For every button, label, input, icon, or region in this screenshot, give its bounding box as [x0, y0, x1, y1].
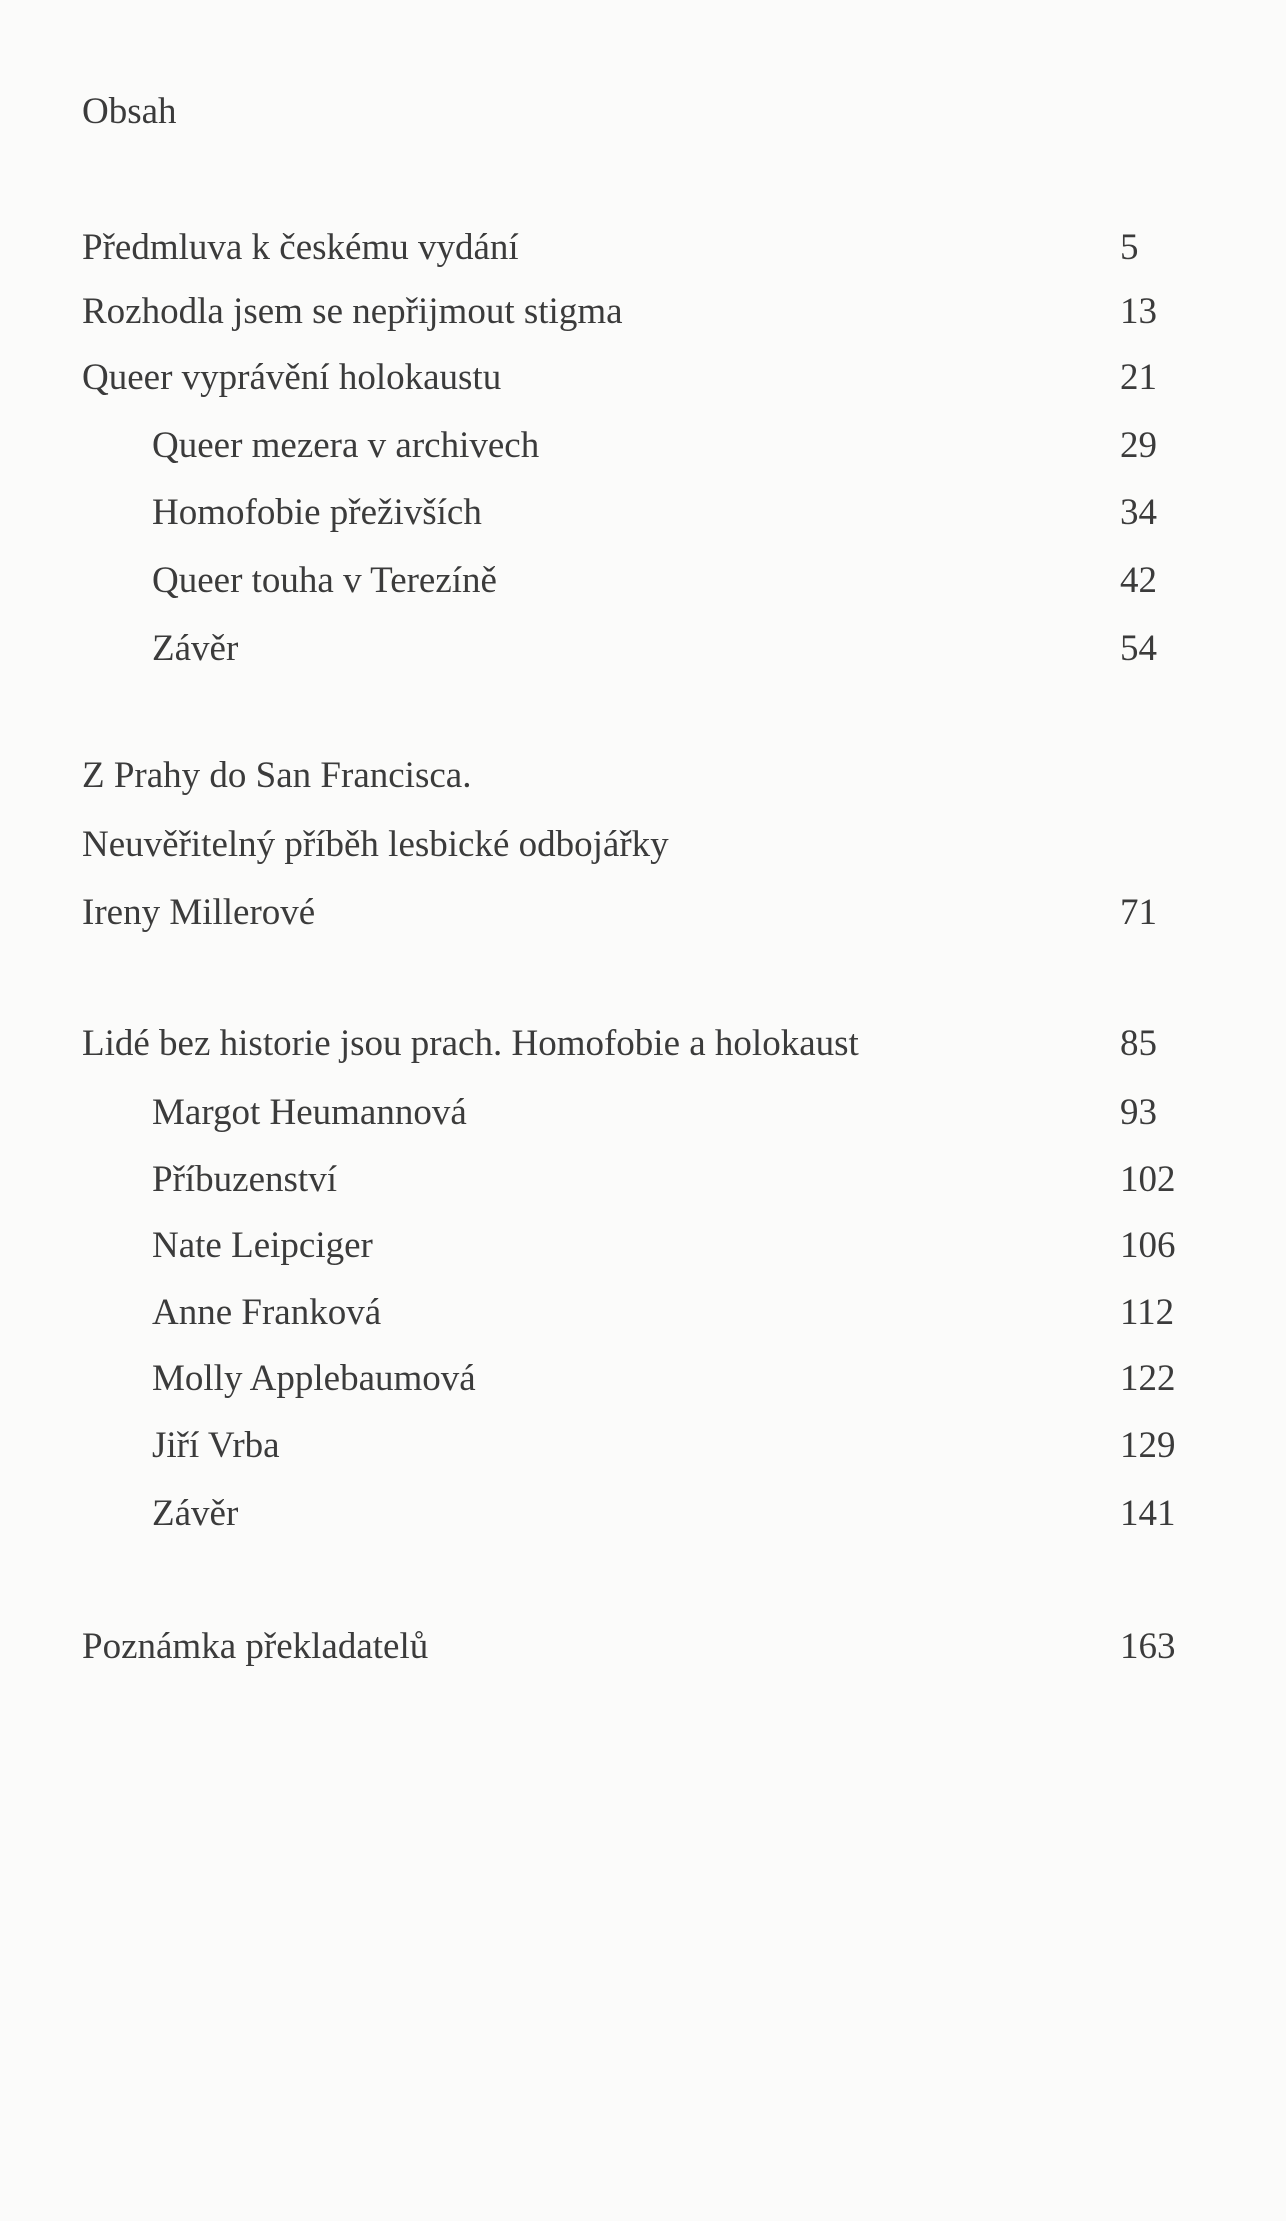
toc-entry: Queer mezera v archivech 29	[0, 422, 1286, 470]
toc-entry-title: Příbuzenství	[152, 1159, 337, 1200]
toc-entry: Anne Franková 112	[0, 1289, 1286, 1337]
toc-entry-page: 21	[1120, 357, 1157, 398]
toc-entry-title: Lidé bez historie jsou prach. Homofobie …	[82, 1023, 859, 1064]
toc-entry: Lidé bez historie jsou prach. Homofobie …	[0, 1020, 1286, 1068]
toc-entry-page: 102	[1120, 1159, 1176, 1200]
toc-entry-title: Závěr	[152, 628, 239, 669]
toc-entry-page: 93	[1120, 1092, 1157, 1133]
toc-entry-page: 122	[1120, 1358, 1176, 1399]
toc-entry-page: 34	[1120, 492, 1157, 533]
toc-entry-title: Z Prahy do San Francisca.	[82, 755, 472, 796]
toc-entry: Nate Leipciger 106	[0, 1222, 1286, 1270]
toc-entry-title: Poznámka překladatelů	[82, 1626, 429, 1667]
toc-entry: Margot Heumannová 93	[0, 1089, 1286, 1137]
toc-entry-title: Homofobie přeživších	[152, 492, 482, 533]
page-title: Obsah	[82, 91, 177, 132]
toc-entry-title: Queer vyprávění holokaustu	[82, 357, 502, 398]
toc-entry-title: Queer mezera v archivech	[152, 425, 540, 466]
toc-entry: Jiří Vrba 129	[0, 1422, 1286, 1470]
toc-entry-page: 106	[1120, 1225, 1176, 1266]
toc-entry: Rozhodla jsem se nepřijmout stigma 13	[0, 288, 1286, 336]
toc-entry: Homofobie přeživších 34	[0, 489, 1286, 537]
toc-entry-title: Rozhodla jsem se nepřijmout stigma	[82, 291, 623, 332]
toc-entry-page: 29	[1120, 425, 1157, 466]
toc-entry-page: 5	[1120, 227, 1139, 268]
toc-entry-title: Jiří Vrba	[152, 1425, 280, 1466]
toc-entry-page: 42	[1120, 560, 1157, 601]
toc-entry-page: 141	[1120, 1493, 1176, 1534]
toc-entry-page: 54	[1120, 628, 1157, 669]
toc-entry-page: 71	[1120, 892, 1157, 933]
toc-entry-page: 163	[1120, 1626, 1176, 1667]
toc-entry-page: 85	[1120, 1023, 1157, 1064]
toc-entry-title: Anne Franková	[152, 1292, 382, 1333]
toc-entry: Závěr 54	[0, 625, 1286, 673]
toc-entry: Queer touha v Terezíně 42	[0, 557, 1286, 605]
toc-entry: Ireny Millerové 71	[0, 889, 1286, 937]
toc-entry-title: Závěr	[152, 1493, 239, 1534]
toc-entry-title: Ireny Millerové	[82, 892, 316, 933]
toc-entry: Příbuzenství 102	[0, 1156, 1286, 1204]
toc-entry: Předmluva k českému vydání 5	[0, 224, 1286, 272]
toc-entry-page: 13	[1120, 291, 1157, 332]
toc-entry-title: Molly Applebaumová	[152, 1358, 476, 1399]
toc-entry-title: Queer touha v Terezíně	[152, 560, 497, 601]
toc-entry-title: Neuvěřitelný příběh lesbické odbojářky	[82, 824, 669, 865]
toc-entry: Molly Applebaumová 122	[0, 1355, 1286, 1403]
toc-entry: Poznámka překladatelů 163	[0, 1623, 1286, 1671]
toc-entry: Queer vyprávění holokaustu 21	[0, 354, 1286, 402]
toc-entry: Závěr 141	[0, 1490, 1286, 1538]
toc-entry-title: Předmluva k českému vydání	[82, 227, 519, 268]
toc-entry-title: Margot Heumannová	[152, 1092, 467, 1133]
toc-entry-title: Nate Leipciger	[152, 1225, 373, 1266]
toc-entry: Z Prahy do San Francisca.	[0, 752, 1286, 800]
toc-entry: Neuvěřitelný příběh lesbické odbojářky	[0, 821, 1286, 869]
toc-entry-page: 112	[1120, 1292, 1175, 1333]
toc-entry-page: 129	[1120, 1425, 1176, 1466]
